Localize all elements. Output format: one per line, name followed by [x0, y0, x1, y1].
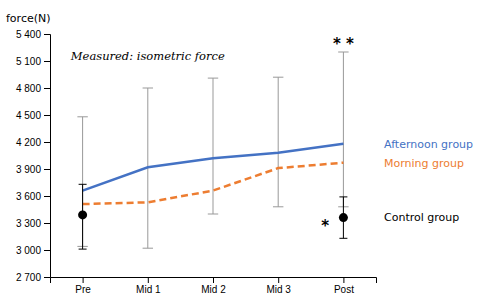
y-tick-label: 3 300 [16, 218, 41, 229]
y-tick-label: 3 900 [16, 164, 41, 175]
y-axis-line [44, 35, 51, 278]
significance-marker: * [321, 217, 329, 235]
y-tick-mark [44, 142, 50, 143]
error-bar [208, 78, 218, 214]
y-tick-label: 5 400 [16, 29, 41, 40]
x-tick: Mid 3 [266, 277, 291, 295]
y-tick-mark [44, 277, 50, 278]
y-tick-mark [44, 196, 50, 197]
y-axis: 2 700 3 000 3 300 3 600 3 900 4 200 4 500 4 800… [16, 29, 51, 283]
significance-marker: * * [333, 35, 354, 53]
y-tick-mark [44, 169, 50, 170]
line [83, 163, 344, 204]
y-tick-label: 3 600 [16, 191, 41, 202]
error-bar [338, 52, 348, 207]
error-bar [79, 184, 87, 249]
x-tick-label: Mid 1 [136, 284, 161, 295]
x-tick-mark [83, 277, 84, 283]
y-tick: 3 000 [16, 245, 50, 256]
series-label: Afternoon group [384, 138, 473, 151]
series-labels: Afternoon group Morning group Control grou… [384, 138, 473, 225]
y-tick-mark [44, 88, 50, 89]
x-axis: Pre Mid 1 Mid 2 Mid 3 Post [51, 277, 377, 295]
y-tick-label: 4 500 [16, 110, 41, 121]
x-tick-mark [343, 277, 344, 283]
y-tick: 5 400 [16, 29, 50, 40]
x-tick-label: Mid 2 [201, 284, 226, 295]
y-label: force(N) [6, 12, 51, 25]
x-tick-mark [213, 277, 214, 283]
y-tick-mark [44, 115, 50, 116]
y-tick: 2 700 [16, 272, 50, 283]
y-tick-mark [44, 61, 50, 62]
error-bar [273, 77, 283, 207]
x-tick: Post [334, 277, 354, 295]
series [78, 184, 348, 249]
x-tick-mark [148, 277, 149, 283]
x-tick-mark [278, 277, 279, 283]
y-tick-mark [44, 223, 50, 224]
series-label: Morning group [384, 157, 464, 170]
y-tick: 4 200 [16, 137, 50, 148]
plot: 2 700 3 000 3 300 3 600 3 900 4 200 4 500 4 800… [6, 12, 473, 295]
chart: 2 700 3 000 3 300 3 600 3 900 4 200 4 500 4 800… [0, 0, 488, 305]
y-tick: 3 600 [16, 191, 50, 202]
y-tick: 3 900 [16, 164, 50, 175]
annotation: Measured: isometric force [70, 49, 225, 63]
y-tick-mark [44, 34, 50, 35]
y-tick-label: 4 200 [16, 137, 41, 148]
series [77, 52, 348, 248]
marks [77, 52, 348, 249]
y-tick-label: 5 100 [16, 56, 41, 67]
y-tick-label: 3 000 [16, 245, 41, 256]
y-tick-label: 4 800 [16, 83, 41, 94]
x-tick: Pre [75, 277, 91, 295]
series-label: Control group [384, 211, 459, 224]
y-tick: 4 800 [16, 83, 50, 94]
x-axis-line [51, 278, 377, 284]
point [78, 210, 87, 219]
series [83, 163, 344, 204]
point [339, 213, 348, 222]
y-tick: 3 300 [16, 218, 50, 229]
y-tick: 4 500 [16, 110, 50, 121]
x-tick: Mid 1 [136, 277, 161, 295]
y-tick-mark [44, 250, 50, 251]
y-tick-label: 2 700 [16, 272, 41, 283]
x-tick: Mid 2 [201, 277, 226, 295]
x-tick-label: Mid 3 [266, 284, 291, 295]
x-tick-label: Pre [75, 284, 91, 295]
line [83, 144, 344, 191]
error-bar [339, 197, 347, 238]
x-tick-label: Post [334, 284, 354, 295]
y-tick: 5 100 [16, 56, 50, 67]
